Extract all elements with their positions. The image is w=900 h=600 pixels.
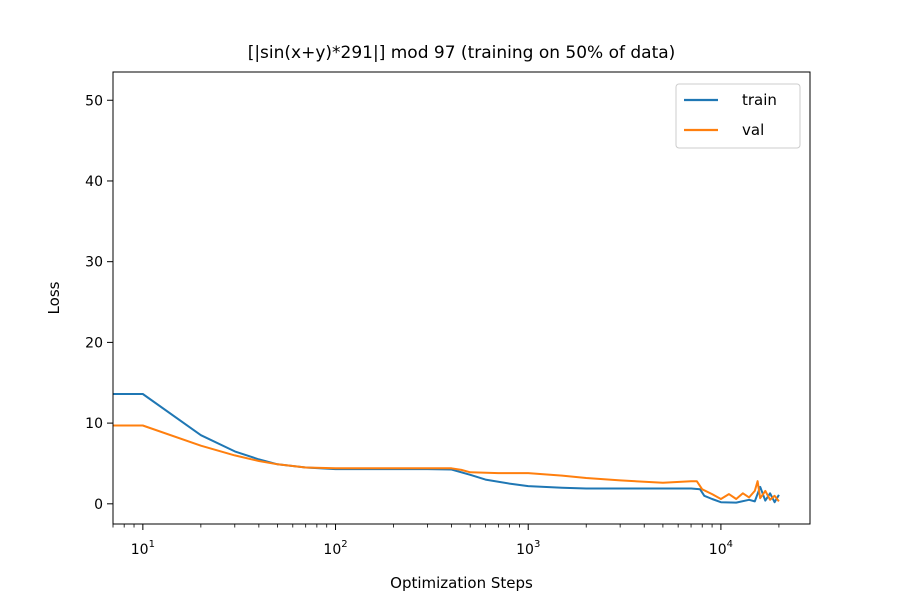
- series-line-val: [113, 424, 780, 503]
- x-axis: 101 102 103 104: [112, 524, 780, 558]
- legend-label-train: train: [742, 91, 777, 109]
- y-tick-label: 50: [85, 93, 103, 109]
- y-tick-label: 40: [85, 174, 103, 190]
- y-tick-label: 20: [85, 335, 103, 351]
- chart-title: [|sin(x+y)*291|] mod 97 (training on 50%…: [248, 43, 676, 63]
- legend: train val: [675, 83, 801, 149]
- x-axis-label: Optimization Steps: [390, 574, 533, 592]
- legend-label-val: val: [742, 121, 764, 139]
- x-tick-label: 101: [131, 539, 155, 558]
- y-tick-label: 0: [94, 497, 103, 513]
- x-tick-label: 103: [516, 539, 540, 558]
- series-line-train: [113, 393, 780, 504]
- plot-frame: [112, 71, 811, 525]
- y-axis: 0 10 20 30 40 50: [85, 93, 113, 513]
- y-tick-label: 10: [85, 416, 103, 432]
- y-axis-label: Loss: [45, 281, 63, 314]
- x-tick-label: 104: [709, 539, 733, 558]
- legend-box: [675, 83, 801, 149]
- y-tick-label: 30: [85, 255, 103, 271]
- series-layer: [113, 393, 780, 504]
- x-tick-label: 102: [323, 539, 347, 558]
